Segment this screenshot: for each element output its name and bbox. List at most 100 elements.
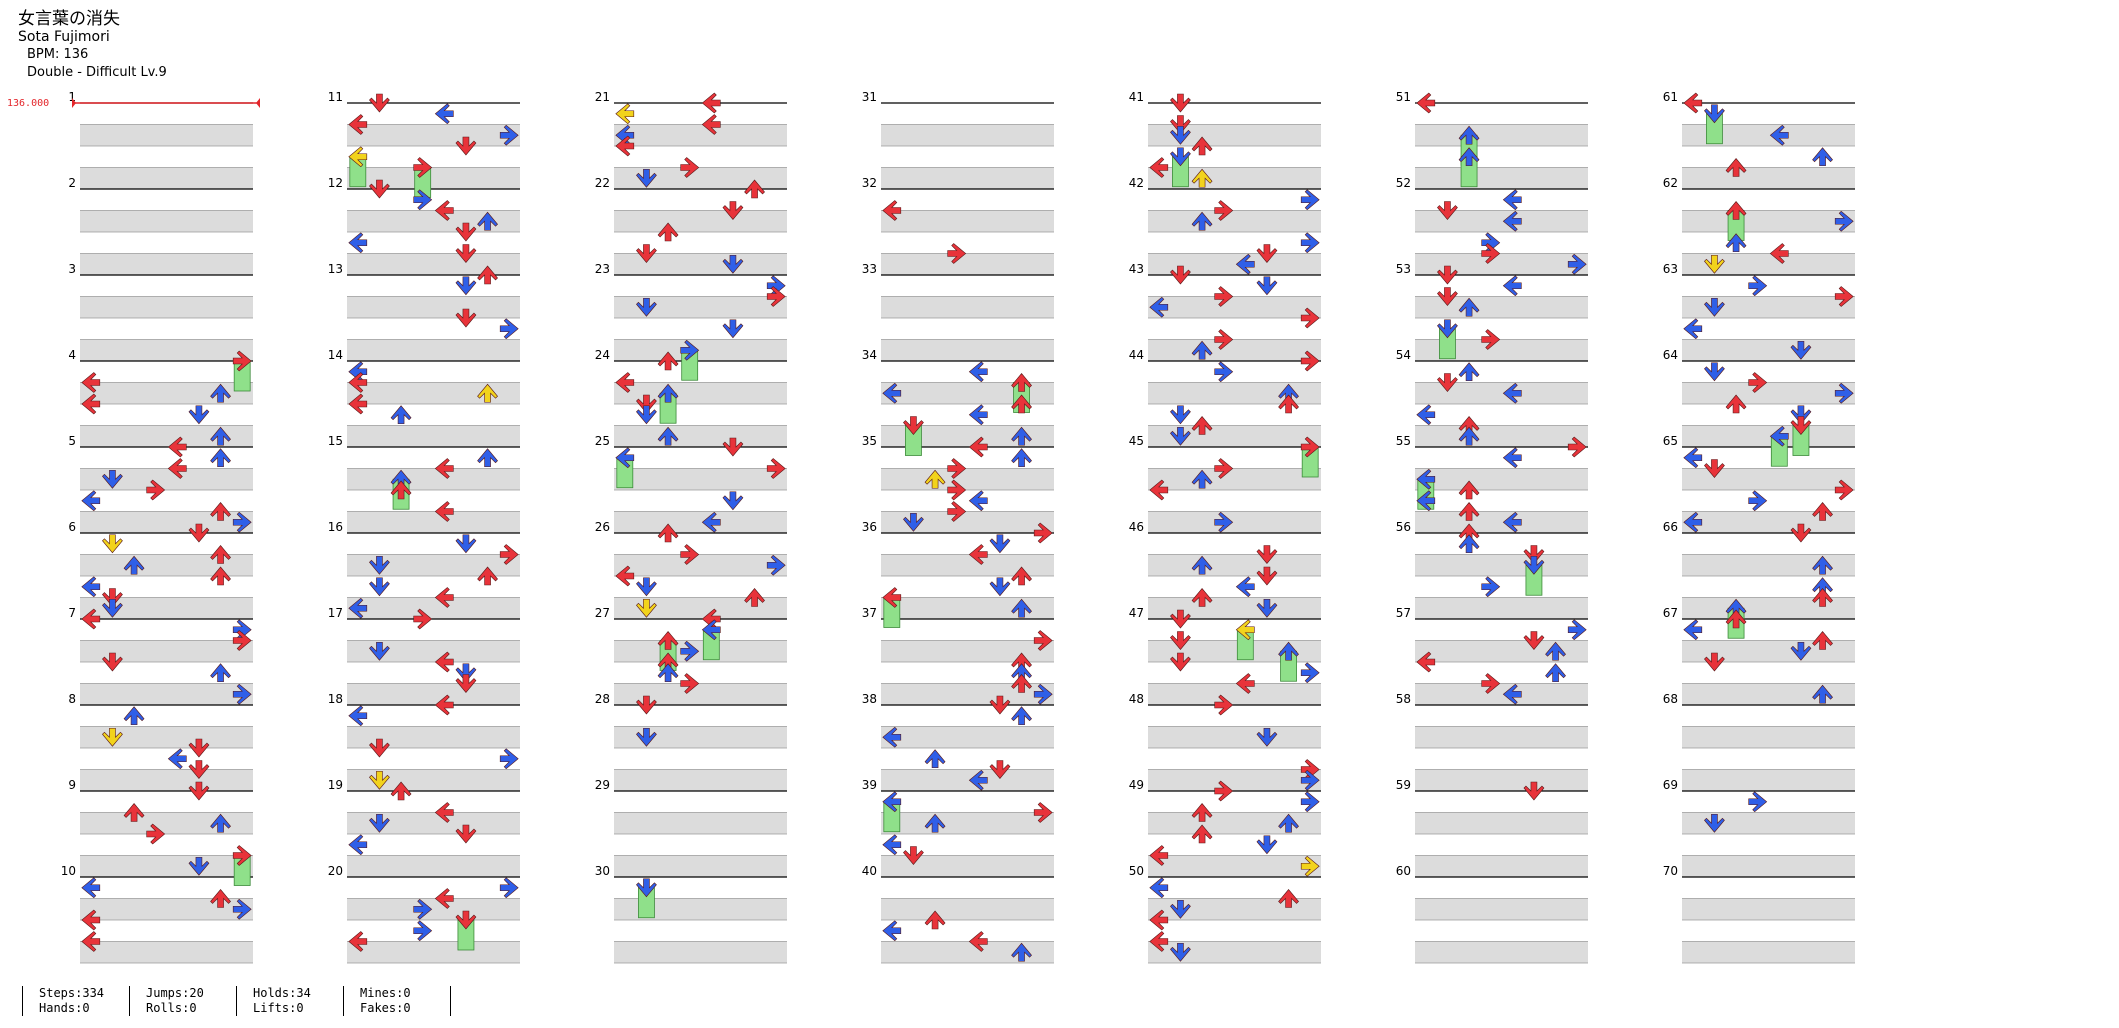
step-arrow [1416,490,1436,512]
beat-band [1148,726,1321,748]
step-arrow [102,652,123,672]
step-arrow [636,577,657,597]
beat-band [1415,941,1588,963]
measure-number: 64 [1663,348,1678,362]
step-arrow [1011,426,1032,446]
beat-band [614,253,787,275]
step-arrow [722,319,744,339]
step-arrow [615,103,635,125]
step-arrow [1704,254,1725,274]
measure-number: 32 [862,176,877,190]
step-arrow [369,555,390,575]
beat-band [614,726,787,748]
step-arrow [1149,479,1169,501]
beat-band [881,597,1054,619]
beat-band [347,898,520,920]
hold-arrow [636,878,657,898]
beat-band [1148,554,1321,576]
step-arrow [210,813,231,833]
step-arrow [1033,522,1053,544]
measure-number: 28 [595,692,610,706]
measure-number: 62 [1663,176,1678,190]
measure-number: 30 [595,864,610,878]
beat-band [80,941,253,963]
step-arrow [968,931,988,952]
measure-number: 21 [595,90,610,104]
measure-number: 51 [1396,90,1411,104]
step-arrow [123,706,145,726]
step-arrow [499,124,519,146]
step-arrow [81,909,101,931]
beat-band [1415,210,1588,232]
stat-jumps: Jumps:20 [146,986,204,1000]
step-arrow [657,222,679,242]
step-arrow [434,888,454,909]
step-arrow [1725,158,1747,177]
hold-arrow [1300,436,1320,458]
measure-number: 52 [1396,176,1411,190]
step-arrow [1769,124,1789,146]
step-arrow [636,598,657,618]
beat-band [1415,597,1588,619]
step-arrow [1725,609,1747,629]
step-arrow [1214,458,1234,479]
step-arrow [766,458,786,479]
measure-number: 13 [328,262,343,276]
stat-steps: Steps:334 [39,986,105,1000]
beat-band [881,898,1054,920]
step-arrow [1704,362,1725,382]
step-arrow [167,458,187,479]
beat-band [1415,554,1588,576]
step-arrow [1235,253,1255,275]
step-arrow [1149,877,1169,899]
measure-number: 49 [1129,778,1144,792]
beat-band [80,167,253,189]
step-arrow [1437,287,1458,306]
step-arrow [167,748,187,770]
beat-band [80,769,253,791]
beat-band [347,296,520,318]
step-arrow [1458,502,1480,521]
beat-band [347,640,520,662]
step-arrow [413,898,433,920]
step-arrow [1812,147,1833,167]
measure-number: 43 [1129,262,1144,276]
step-arrow [81,576,101,598]
step-arrow [1170,125,1191,145]
beat-band [1148,167,1321,189]
step-arrow [390,405,412,425]
beat-band [1415,769,1588,791]
step-arrow [1834,479,1854,501]
beat-band [80,124,253,146]
step-arrow [1191,136,1213,156]
beat-band [347,812,520,834]
step-arrow [1256,566,1278,586]
beat-band [881,253,1054,275]
step-arrow [1191,469,1213,489]
beat-band [1682,296,1855,318]
step-arrow [1149,157,1169,178]
beat-band [1148,425,1321,447]
step-arrow [1278,889,1299,908]
measure-number: 58 [1396,692,1411,706]
measure-number: 41 [1129,90,1144,104]
step-arrow [1748,791,1768,813]
step-arrow [1704,813,1725,833]
step-arrow [1790,523,1812,543]
step-arrow [1812,502,1833,521]
step-arrow [1458,416,1480,435]
step-arrow [1191,168,1213,188]
step-arrow [1300,232,1320,254]
step-arrow [1502,511,1522,533]
measure-number: 57 [1396,606,1411,620]
step-arrow [1812,631,1833,650]
beat-band [1682,898,1855,920]
step-arrow [1278,813,1299,833]
measure-number: 39 [862,778,877,792]
step-arrow [1790,641,1812,661]
measure-number: 53 [1396,262,1411,276]
measure-number: 36 [862,520,877,534]
measure-number: 50 [1129,864,1144,878]
step-arrow [81,372,101,393]
step-arrow [722,437,744,457]
